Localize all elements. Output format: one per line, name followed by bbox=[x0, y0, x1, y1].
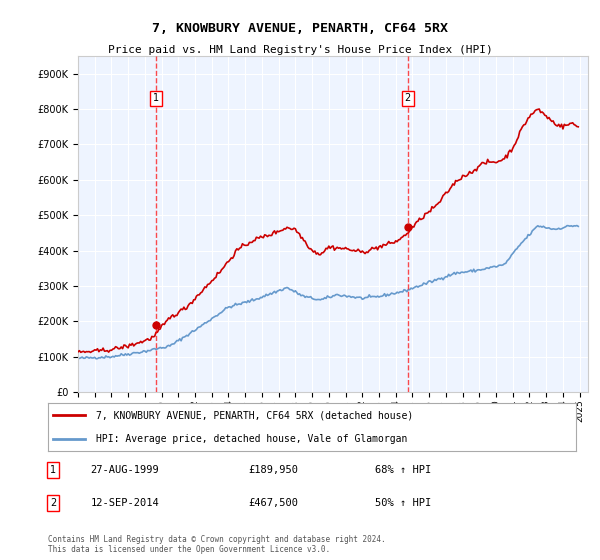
Text: 2: 2 bbox=[404, 94, 411, 104]
Text: 1: 1 bbox=[153, 94, 159, 104]
Text: 27-AUG-1999: 27-AUG-1999 bbox=[90, 465, 159, 475]
Text: 50% ↑ HPI: 50% ↑ HPI bbox=[376, 498, 431, 508]
Text: 7, KNOWBURY AVENUE, PENARTH, CF64 5RX (detached house): 7, KNOWBURY AVENUE, PENARTH, CF64 5RX (d… bbox=[95, 410, 413, 420]
Text: 12-SEP-2014: 12-SEP-2014 bbox=[90, 498, 159, 508]
Text: £189,950: £189,950 bbox=[248, 465, 299, 475]
Text: Contains HM Land Registry data © Crown copyright and database right 2024.
This d: Contains HM Land Registry data © Crown c… bbox=[48, 535, 386, 554]
Text: 7, KNOWBURY AVENUE, PENARTH, CF64 5RX: 7, KNOWBURY AVENUE, PENARTH, CF64 5RX bbox=[152, 22, 448, 35]
Text: 1: 1 bbox=[50, 465, 56, 475]
Text: 68% ↑ HPI: 68% ↑ HPI bbox=[376, 465, 431, 475]
Text: 2: 2 bbox=[50, 498, 56, 508]
Text: £467,500: £467,500 bbox=[248, 498, 299, 508]
Text: HPI: Average price, detached house, Vale of Glamorgan: HPI: Average price, detached house, Vale… bbox=[95, 434, 407, 444]
Text: Price paid vs. HM Land Registry's House Price Index (HPI): Price paid vs. HM Land Registry's House … bbox=[107, 45, 493, 55]
